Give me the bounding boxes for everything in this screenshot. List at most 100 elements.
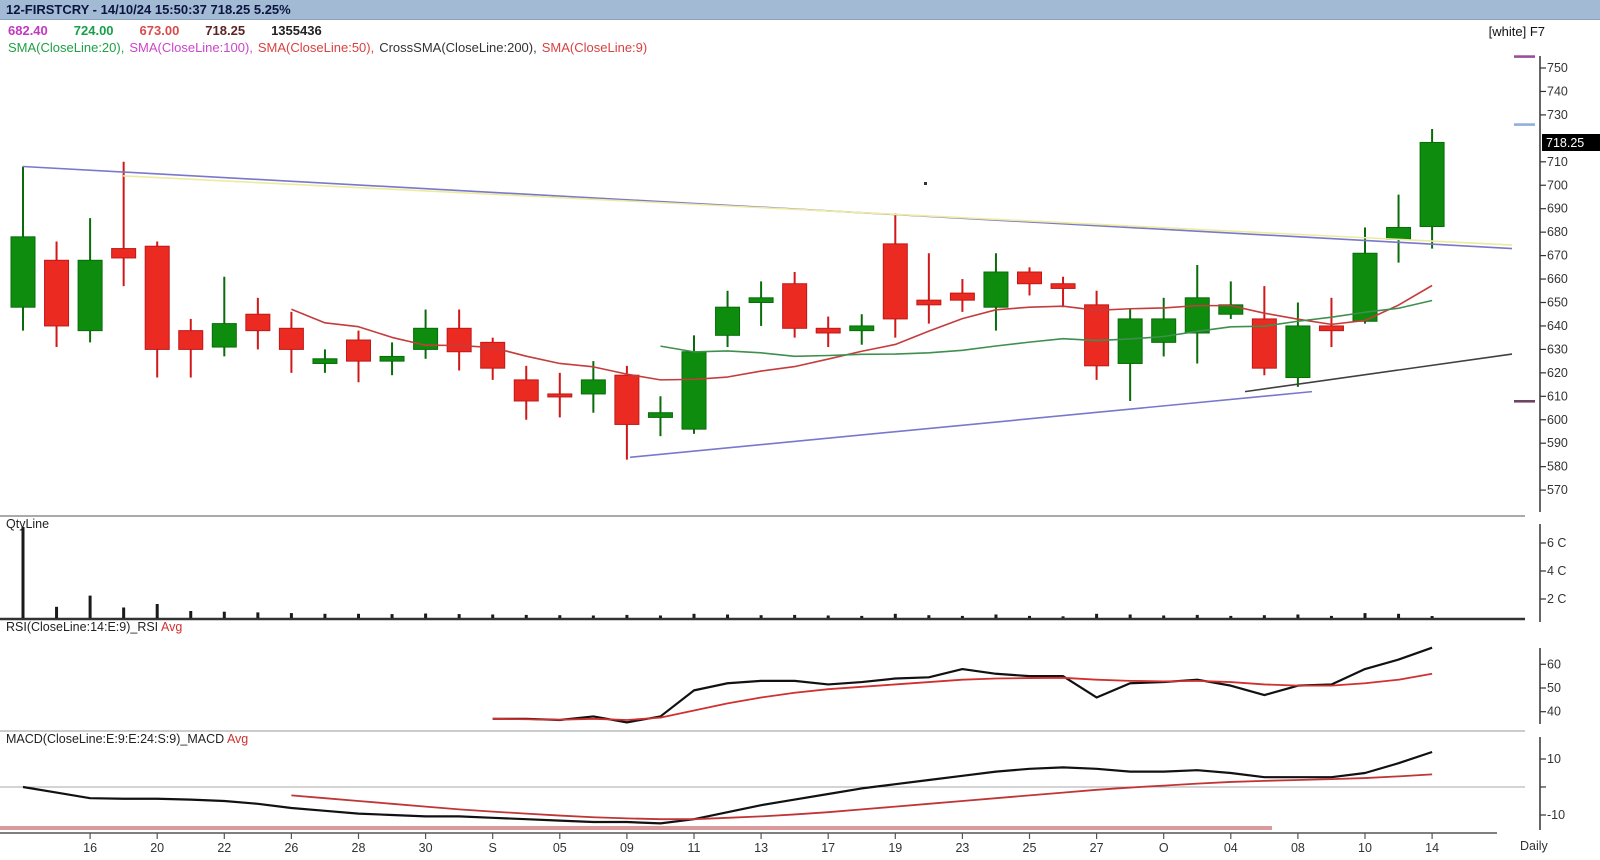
- candle-body: [278, 327, 304, 350]
- volume-bar: [1229, 615, 1233, 618]
- rsi-avg-line: [492, 672, 1433, 721]
- rsi-avg-label: Avg: [160, 620, 183, 634]
- candle-body: [748, 297, 774, 303]
- legend-item: SMA(CloseLine:9): [541, 40, 648, 55]
- volume-bar: [323, 613, 327, 618]
- x-tick-label: 09: [620, 841, 634, 855]
- volume-value: 1355436: [271, 23, 322, 38]
- macd-baseline-band: [0, 826, 1272, 830]
- x-tick-label: 22: [217, 841, 231, 855]
- volume-bar: [1028, 615, 1031, 618]
- candle-body: [647, 412, 673, 418]
- volume-bar: [88, 595, 92, 618]
- legend-item: SMA(CloseLine:50),: [257, 40, 375, 55]
- volume-bar: [1195, 614, 1199, 618]
- x-tick-label: S: [489, 841, 497, 855]
- x-tick-label: 13: [754, 841, 768, 855]
- candle-body: [815, 327, 841, 334]
- price-tick-label: 640: [1547, 319, 1568, 333]
- candle-body: [1386, 226, 1412, 240]
- rsi-panel-label: RSI(CloseLine:14:E:9)_RSI Avg: [6, 620, 182, 634]
- volume-bar: [558, 615, 562, 618]
- candle-body: [1117, 318, 1143, 364]
- volume-bar: [927, 615, 931, 618]
- rsi-tick-label: 50: [1547, 681, 1561, 695]
- candle-body: [10, 236, 36, 308]
- low-value: 673.00: [139, 23, 180, 38]
- x-tick-label: 23: [955, 841, 969, 855]
- x-tick-label: 28: [352, 841, 366, 855]
- volume-bar: [222, 611, 226, 618]
- candle-body: [413, 327, 439, 350]
- volume-tick-label: 6 C: [1547, 536, 1566, 550]
- volume-bar: [1128, 614, 1132, 618]
- candle-body: [715, 306, 741, 336]
- price-tick-label: 710: [1547, 155, 1568, 169]
- high-value: 724.00: [73, 23, 114, 38]
- x-tick-label: 20: [150, 841, 164, 855]
- candle-body: [1419, 141, 1445, 228]
- price-tick-label: 620: [1547, 366, 1568, 380]
- candle-body: [245, 313, 271, 332]
- candle-body: [983, 271, 1009, 308]
- volume-bar: [1162, 615, 1166, 618]
- volume-bar: [860, 615, 864, 618]
- volume-bar: [1296, 614, 1300, 618]
- rsi-tick-label: 60: [1547, 657, 1561, 671]
- volume-panel-label: QtyLine: [6, 517, 50, 531]
- candle-body: [77, 259, 103, 332]
- candle-body: [1352, 252, 1378, 322]
- candle-body: [346, 339, 371, 362]
- volume-bar: [658, 615, 662, 618]
- volume-bar: [55, 606, 59, 618]
- candle-body: [1151, 318, 1177, 343]
- price-tick-label: 600: [1547, 413, 1568, 427]
- candle-body: [1050, 283, 1076, 289]
- last-price-tag: 718.25: [1546, 136, 1584, 150]
- volume-bar: [1329, 615, 1333, 618]
- candle-body: [44, 259, 70, 327]
- ohlcv-row: 682.40 724.00 673.00 718.25 1355436: [8, 23, 322, 38]
- volume-bar: [1061, 616, 1065, 618]
- volume-bar: [457, 614, 461, 618]
- candle-body: [1084, 304, 1110, 367]
- candle-body: [681, 351, 707, 430]
- sma-line-sma20: [660, 299, 1433, 358]
- candle-body: [614, 374, 640, 425]
- volume-bar: [826, 615, 830, 618]
- candle-body: [949, 292, 975, 301]
- chart-title: 12-FIRSTCRY - 14/10/24 15:50:37 718.25 5…: [6, 2, 291, 17]
- volume-tick-label: 4 C: [1547, 564, 1566, 578]
- trendline: [122, 175, 1513, 246]
- price-tick-label: 590: [1547, 436, 1568, 450]
- trendline: [1244, 353, 1513, 393]
- candle-body: [1285, 325, 1311, 379]
- volume-bar: [893, 613, 897, 618]
- x-tick-label: 30: [419, 841, 433, 855]
- price-tick-label: 750: [1547, 61, 1568, 75]
- volume-bar: [1430, 616, 1434, 618]
- x-tick-label: 26: [284, 841, 298, 855]
- x-tick-label: 05: [553, 841, 567, 855]
- volume-bar: [759, 615, 763, 618]
- volume-bar: [357, 613, 360, 618]
- x-tick-label: 17: [821, 841, 835, 855]
- volume-bar: [692, 613, 696, 618]
- candle-body: [178, 330, 204, 350]
- price-tick-label: 570: [1547, 483, 1568, 497]
- candle-body: [480, 341, 506, 369]
- timeframe-label: Daily: [1520, 839, 1548, 853]
- volume-bar: [1363, 613, 1367, 618]
- title-bar[interactable]: 12-FIRSTCRY - 14/10/24 15:50:37 718.25 5…: [0, 0, 1600, 20]
- x-tick-label: 16: [83, 841, 97, 855]
- candle-body: [379, 355, 405, 362]
- volume-bar: [21, 527, 25, 618]
- price-tick-label: 630: [1547, 342, 1568, 356]
- volume-bar: [424, 613, 428, 618]
- volume-bar: [726, 614, 730, 618]
- stray-dot: [924, 182, 927, 185]
- volume-bar: [289, 613, 293, 618]
- candle-body: [111, 248, 137, 259]
- candle-body: [882, 243, 908, 320]
